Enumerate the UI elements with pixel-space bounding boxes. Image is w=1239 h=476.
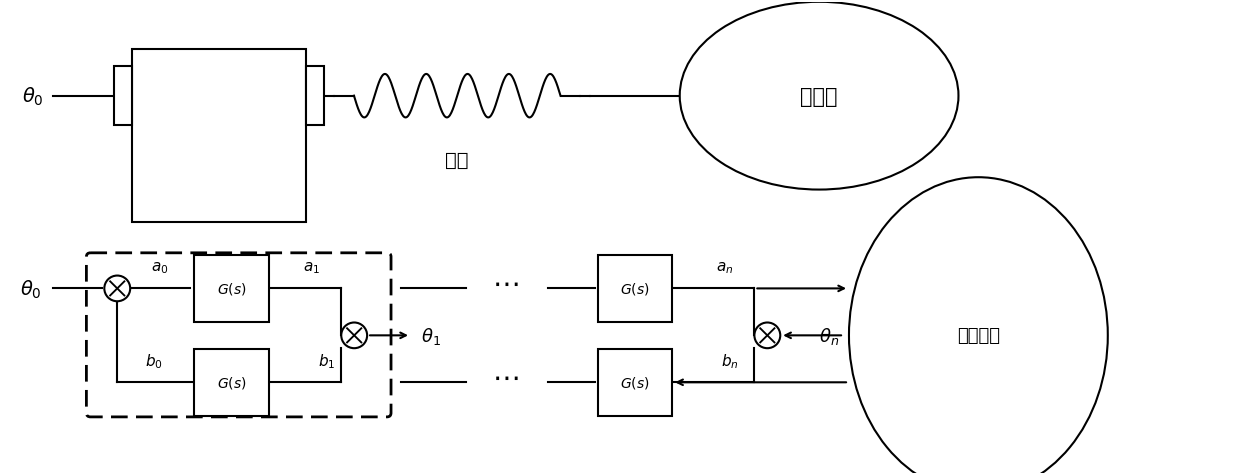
Bar [114,67,133,126]
Text: $b_1$: $b_1$ [317,351,335,370]
Text: $\theta_1$: $\theta_1$ [421,325,441,346]
Bar [597,255,673,322]
Bar [195,349,269,416]
Ellipse shape [680,3,959,190]
Text: $\cdots$: $\cdots$ [492,364,519,392]
Text: $G(s)$: $G(s)$ [217,281,247,297]
Text: $b_0$: $b_0$ [145,351,162,370]
Ellipse shape [849,178,1108,476]
Text: 边界条件: 边界条件 [957,327,1000,345]
Text: $\theta_0$: $\theta_0$ [20,278,41,300]
Circle shape [755,323,781,348]
Text: 柔性臂: 柔性臂 [800,87,838,107]
Text: $\theta_n$: $\theta_n$ [819,325,839,346]
Text: $a_1$: $a_1$ [302,259,320,275]
Bar [133,50,306,223]
Text: $a_n$: $a_n$ [716,259,733,275]
Circle shape [104,276,130,302]
Bar [195,255,269,322]
Bar [306,67,325,126]
Bar [597,349,673,416]
Circle shape [341,323,367,348]
Text: $G(s)$: $G(s)$ [217,375,247,390]
Text: $b_n$: $b_n$ [721,351,738,370]
Text: $\theta_0$: $\theta_0$ [22,85,43,108]
Text: $G(s)$: $G(s)$ [621,375,649,390]
Text: $a_0$: $a_0$ [151,259,169,275]
Text: 关节: 关节 [446,151,470,170]
Text: $G(s)$: $G(s)$ [621,281,649,297]
Text: $\cdots$: $\cdots$ [492,270,519,298]
